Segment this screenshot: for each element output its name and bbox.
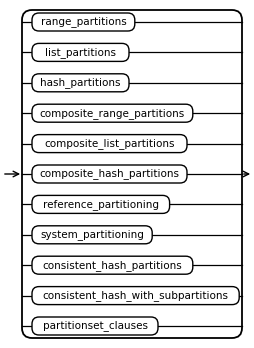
Text: composite_list_partitions: composite_list_partitions <box>44 138 175 149</box>
Text: range_partitions: range_partitions <box>41 17 126 27</box>
Text: composite_range_partitions: composite_range_partitions <box>40 108 185 119</box>
Text: system_partitioning: system_partitioning <box>40 229 144 240</box>
Text: consistent_hash_partitions: consistent_hash_partitions <box>42 260 182 271</box>
FancyBboxPatch shape <box>32 317 158 335</box>
FancyBboxPatch shape <box>32 287 239 304</box>
Text: reference_partitioning: reference_partitioning <box>43 199 159 210</box>
FancyBboxPatch shape <box>32 13 135 31</box>
FancyBboxPatch shape <box>32 195 170 213</box>
Text: consistent_hash_with_subpartitions: consistent_hash_with_subpartitions <box>43 290 229 301</box>
FancyBboxPatch shape <box>32 135 187 153</box>
FancyBboxPatch shape <box>32 226 152 244</box>
FancyBboxPatch shape <box>32 256 193 274</box>
Text: list_partitions: list_partitions <box>45 47 116 58</box>
Text: partitionset_clauses: partitionset_clauses <box>42 321 148 331</box>
FancyBboxPatch shape <box>32 104 193 122</box>
FancyBboxPatch shape <box>32 74 129 92</box>
Text: hash_partitions: hash_partitions <box>40 77 121 88</box>
Text: composite_hash_partitions: composite_hash_partitions <box>40 168 180 180</box>
FancyBboxPatch shape <box>32 165 187 183</box>
FancyBboxPatch shape <box>32 44 129 61</box>
